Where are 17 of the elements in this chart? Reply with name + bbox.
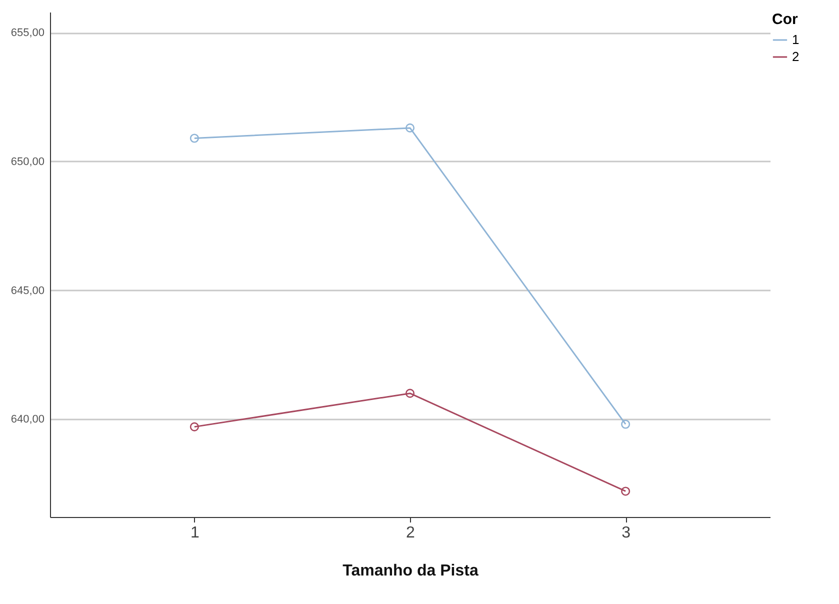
x-tick-label: 3 bbox=[622, 524, 631, 542]
point bbox=[621, 420, 630, 429]
legend-title: Cor bbox=[772, 11, 798, 28]
point bbox=[621, 486, 630, 496]
x-tick-label: 1 bbox=[190, 524, 200, 542]
x-axis-title: Tamanho da Pista bbox=[342, 562, 478, 580]
point bbox=[190, 422, 199, 432]
y-tick-label: 650,00 bbox=[10, 156, 44, 168]
point bbox=[405, 388, 415, 398]
y-tick-label: 655,00 bbox=[10, 27, 44, 40]
point bbox=[405, 123, 415, 132]
y-tick-label: 645,00 bbox=[10, 284, 44, 297]
point bbox=[190, 134, 199, 143]
y-tick-label: 640,00 bbox=[10, 414, 44, 426]
legend-label: 2 bbox=[792, 49, 800, 64]
x-tick-label: 2 bbox=[406, 524, 416, 542]
legend-label: 1 bbox=[792, 32, 800, 47]
